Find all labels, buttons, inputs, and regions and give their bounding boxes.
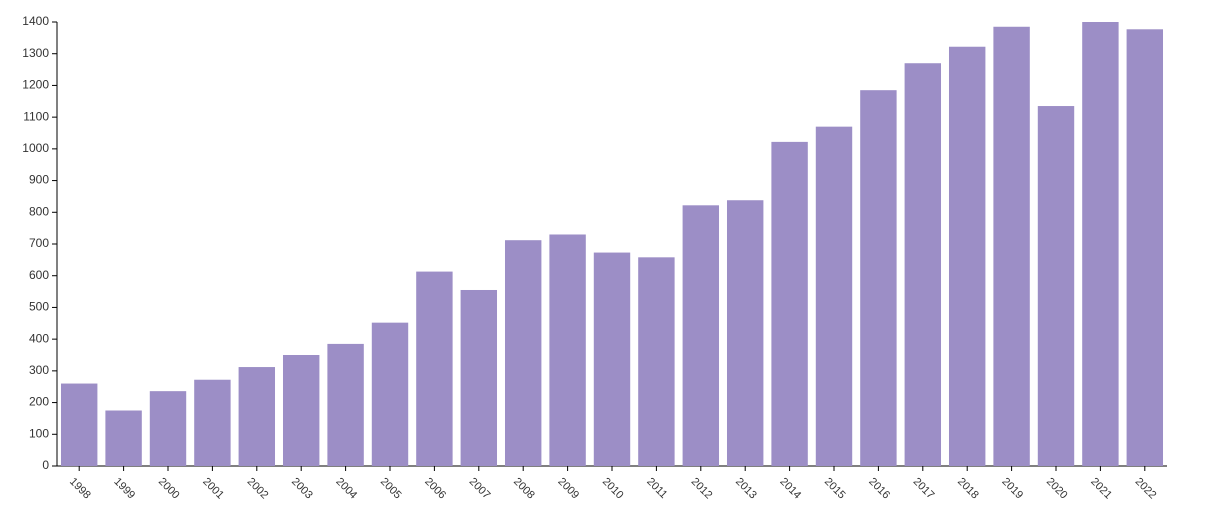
bar — [1037, 106, 1075, 467]
x-tick-label: 1998 — [67, 476, 93, 502]
x-tick-label: 2007 — [467, 476, 493, 502]
y-tick-label: 100 — [29, 426, 49, 440]
bar — [682, 205, 720, 466]
x-tick-label: 2020 — [1044, 476, 1070, 502]
x-tick-label: 2008 — [511, 476, 537, 502]
y-tick-label: 500 — [29, 300, 49, 314]
bar — [593, 252, 631, 466]
x-tick-label: 1999 — [111, 476, 137, 502]
y-tick-label: 1100 — [23, 109, 49, 123]
x-tick-label: 2018 — [955, 476, 981, 502]
x-tick-label: 2003 — [289, 476, 315, 502]
y-tick-label: 300 — [29, 363, 49, 377]
y-tick-label: 800 — [29, 204, 49, 218]
y-tick-label: 1000 — [22, 141, 49, 155]
y-tick-label: 1400 — [22, 14, 49, 28]
y-tick-label: 200 — [29, 395, 49, 409]
x-tick-label: 2004 — [333, 476, 359, 502]
x-tick-label: 2005 — [378, 476, 404, 502]
y-tick-label: 1200 — [22, 78, 49, 92]
bar — [149, 391, 187, 466]
bar — [1126, 29, 1164, 467]
x-tick-label: 2015 — [822, 476, 848, 502]
bar — [904, 63, 942, 466]
bar — [726, 200, 764, 466]
bar — [60, 383, 98, 466]
y-tick-label: 900 — [29, 173, 49, 187]
x-tick-label: 2016 — [866, 476, 892, 502]
y-tick-label: 0 — [42, 458, 49, 472]
y-tick-label: 400 — [29, 331, 49, 345]
x-tick-label: 2011 — [644, 476, 669, 501]
bar — [1082, 22, 1119, 466]
x-tick-label: 2013 — [733, 476, 759, 502]
bar — [815, 126, 853, 467]
y-tick-label: 600 — [29, 268, 49, 282]
x-tick-label: 2009 — [555, 476, 581, 502]
bar — [948, 46, 986, 466]
x-tick-label: 2002 — [245, 476, 271, 502]
x-tick-label: 2014 — [777, 476, 803, 502]
bar — [105, 410, 142, 466]
x-tick-label: 2022 — [1133, 476, 1159, 502]
x-tick-label: 2021 — [1088, 476, 1114, 502]
x-tick-label: 2012 — [689, 476, 715, 502]
bar — [282, 355, 320, 466]
bar — [993, 26, 1030, 467]
bar — [771, 141, 808, 466]
bar — [460, 289, 498, 466]
bar — [549, 234, 586, 466]
x-tick-label: 2000 — [156, 476, 182, 502]
x-tick-label: 2006 — [422, 476, 448, 502]
bar — [327, 343, 364, 466]
y-tick-label: 700 — [29, 236, 49, 250]
bar — [504, 240, 542, 466]
bar — [416, 271, 453, 466]
bar — [638, 257, 675, 466]
x-tick-label: 2001 — [200, 476, 226, 502]
x-tick-label: 2019 — [999, 476, 1025, 502]
bar — [860, 90, 897, 466]
bar — [238, 367, 276, 466]
bar — [194, 379, 231, 466]
x-tick-label: 2017 — [911, 476, 937, 502]
y-tick-label: 1300 — [22, 46, 49, 60]
bar — [371, 322, 409, 466]
x-tick-label: 2010 — [600, 476, 626, 502]
